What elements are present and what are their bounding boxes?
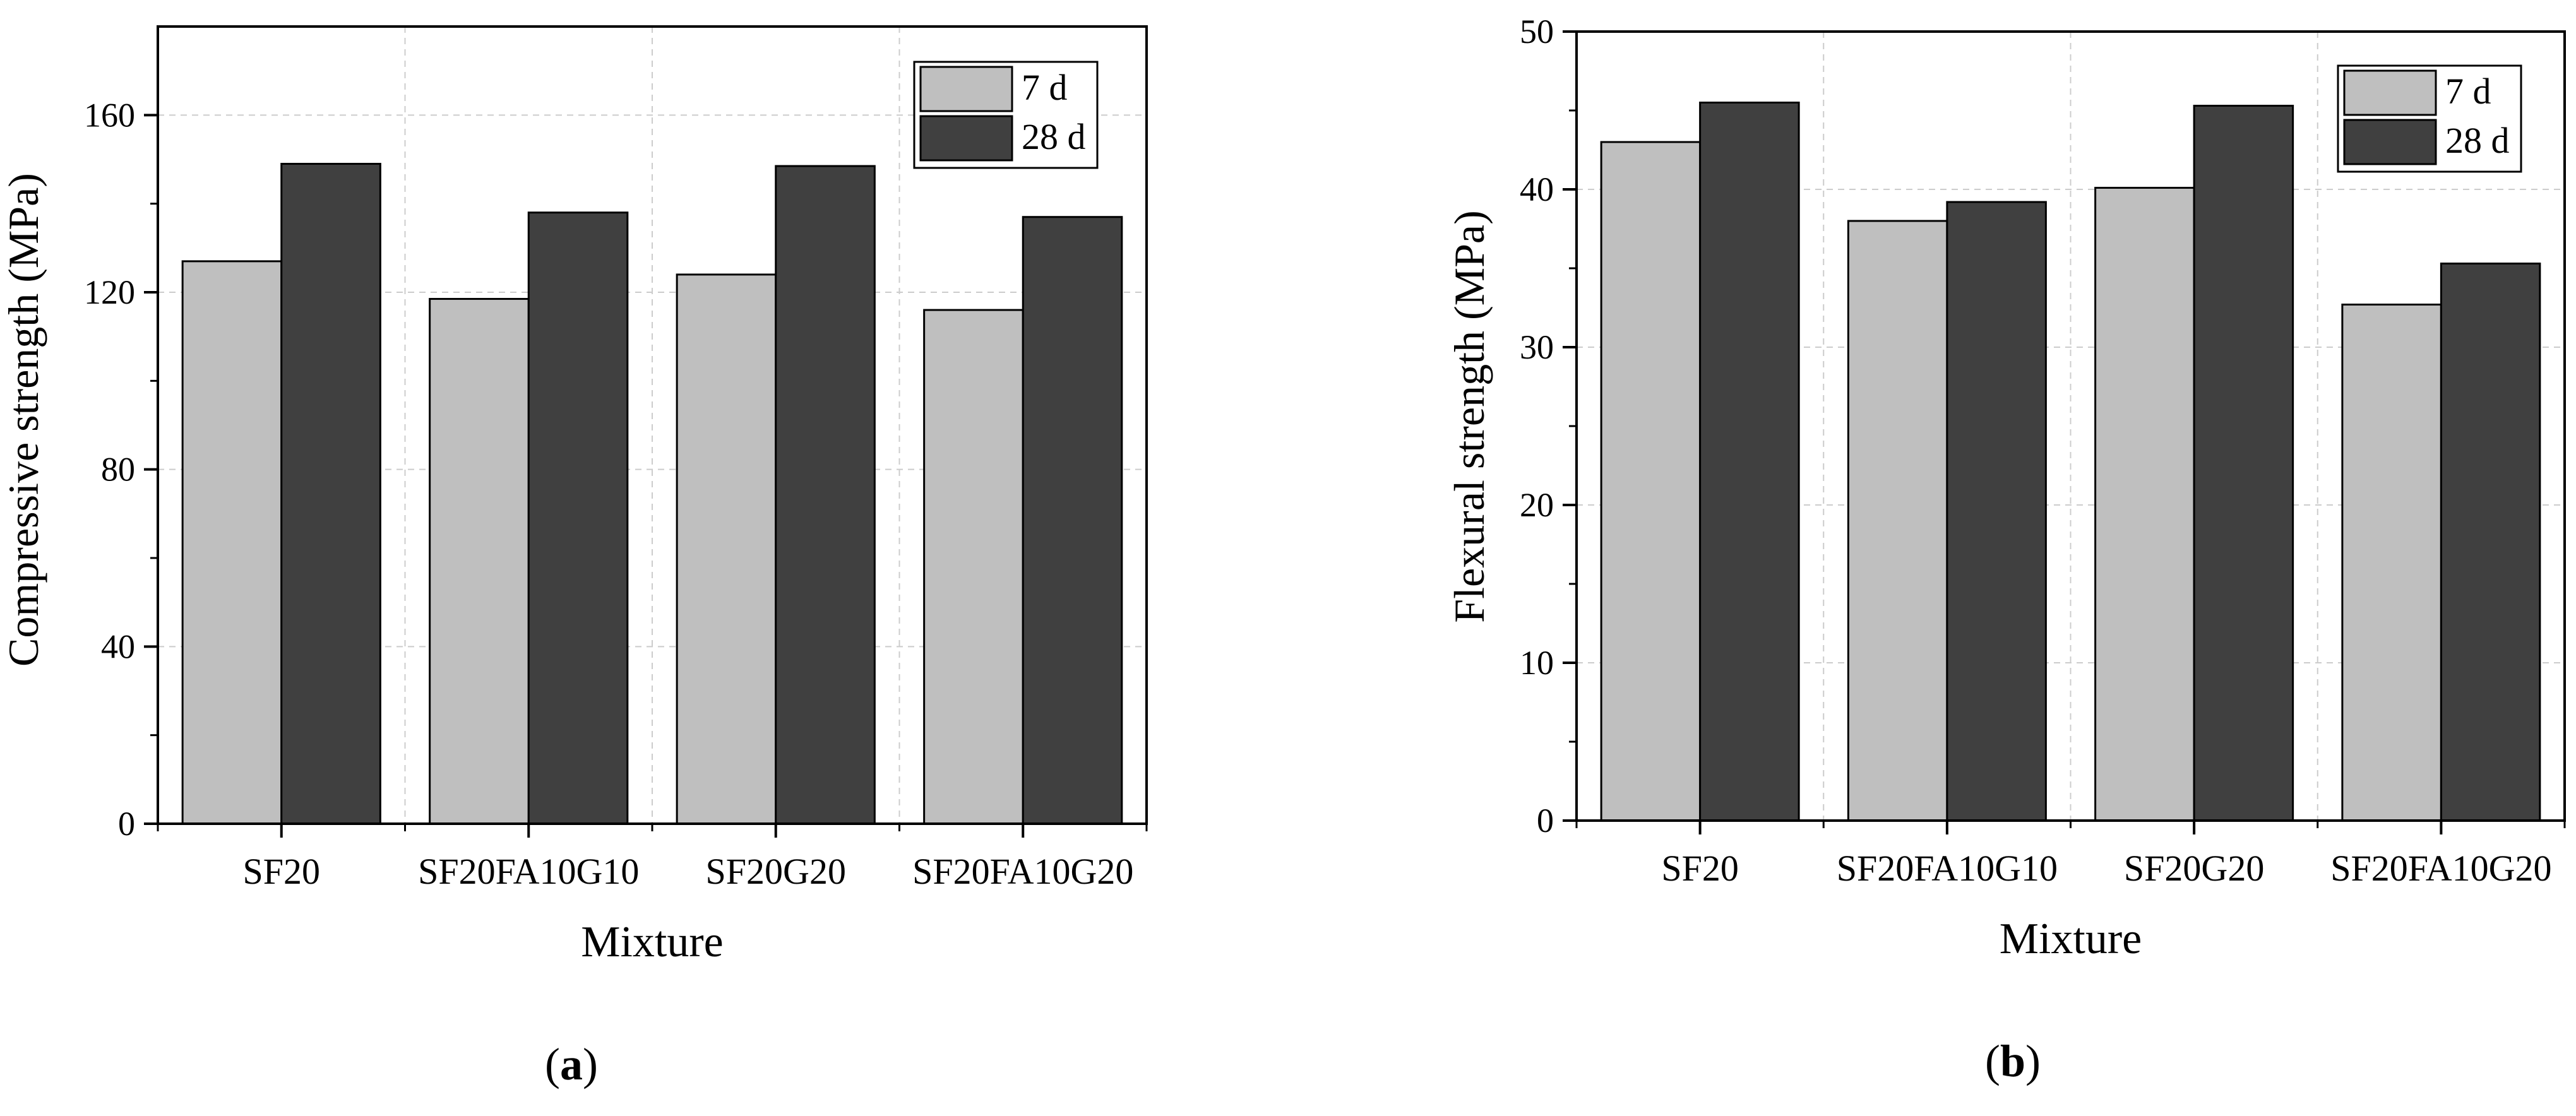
y-tick-label: 40 (1520, 170, 1554, 208)
bar-sf20fa10g20-7d (2341, 304, 2442, 822)
y-axis-title: Flexural strength (MPa) (1445, 210, 1493, 622)
y-tick-label: 20 (1520, 486, 1554, 524)
panel-caption: (b) (1985, 1036, 2041, 1086)
panel-caption-letter: b (2000, 1036, 2025, 1086)
bar-sf20g20-7d (2094, 187, 2195, 822)
legend-label: 7 d (1022, 67, 1068, 108)
bar-sf20fa10g20-7d (923, 309, 1024, 825)
bar-sf20fa10g10-28d (1946, 201, 2047, 822)
legend-swatch (2343, 69, 2437, 116)
legend-label: 28 d (1022, 116, 1086, 157)
bar-sf20-28d (1699, 102, 1800, 822)
y-tick-label: 0 (1537, 802, 1554, 840)
x-tick-label: SF20FA10G10 (1837, 848, 2058, 889)
x-axis-title: Mixture (581, 918, 724, 966)
x-tick-label: SF20FA10G10 (418, 851, 639, 892)
legend: 7 d 28 d (2337, 64, 2522, 173)
x-tick-label: SF20G20 (2124, 848, 2264, 889)
panel-caption-letter: a (560, 1039, 583, 1089)
chart-panel-a: 0 40 80 120 160 SF20 SF20FA10G10 SF20G20 SF20FA1… (0, 25, 1148, 1089)
y-tick-label: 40 (101, 627, 135, 665)
y-tick-label: 120 (84, 273, 135, 311)
x-axis-title: Mixture (2000, 915, 2142, 963)
bar-sf20-7d (1600, 141, 1702, 822)
legend-swatch (919, 66, 1013, 112)
bar-sf20fa10g10-7d (1847, 220, 1948, 822)
bar-sf20-28d (280, 163, 381, 825)
bar-sf20g20-28d (2193, 105, 2294, 822)
y-tick-label: 80 (101, 451, 135, 489)
legend: 7 d 28 d (913, 61, 1099, 169)
bar-sf20g20-28d (775, 165, 876, 825)
bar-sf20fa10g20-28d (2440, 263, 2541, 822)
legend-swatch (919, 115, 1013, 162)
panel-caption: (a) (545, 1039, 598, 1089)
x-tick-label: SF20 (242, 851, 320, 892)
x-tick-label: SF20FA10G20 (912, 851, 1133, 892)
y-axis-title: Compressive strength (MPa) (0, 173, 47, 667)
y-tick-label: 10 (1520, 644, 1554, 682)
x-tick-label: SF20FA10G20 (2330, 848, 2551, 889)
legend-swatch (2343, 119, 2437, 165)
y-tick-label: 30 (1520, 328, 1554, 366)
chart-panel-b: 0 10 20 30 40 50 SF20 SF20FA10G10 SF20G20 SF20FA1… (1445, 13, 2566, 1086)
legend-label: 7 d (2445, 71, 2491, 112)
y-tick-label: 50 (1520, 13, 1554, 50)
x-tick-label: SF20 (1661, 848, 1739, 889)
legend-label: 28 d (2445, 120, 2510, 161)
bar-sf20fa10g20-28d (1022, 216, 1123, 825)
bar-sf20fa10g10-28d (527, 211, 629, 825)
y-tick-label: 160 (84, 96, 135, 134)
y-tick-label: 0 (118, 805, 135, 843)
bar-sf20fa10g10-7d (429, 298, 530, 825)
x-tick-label: SF20G20 (706, 851, 846, 892)
bar-sf20-7d (181, 260, 283, 825)
bar-sf20g20-7d (676, 273, 777, 825)
